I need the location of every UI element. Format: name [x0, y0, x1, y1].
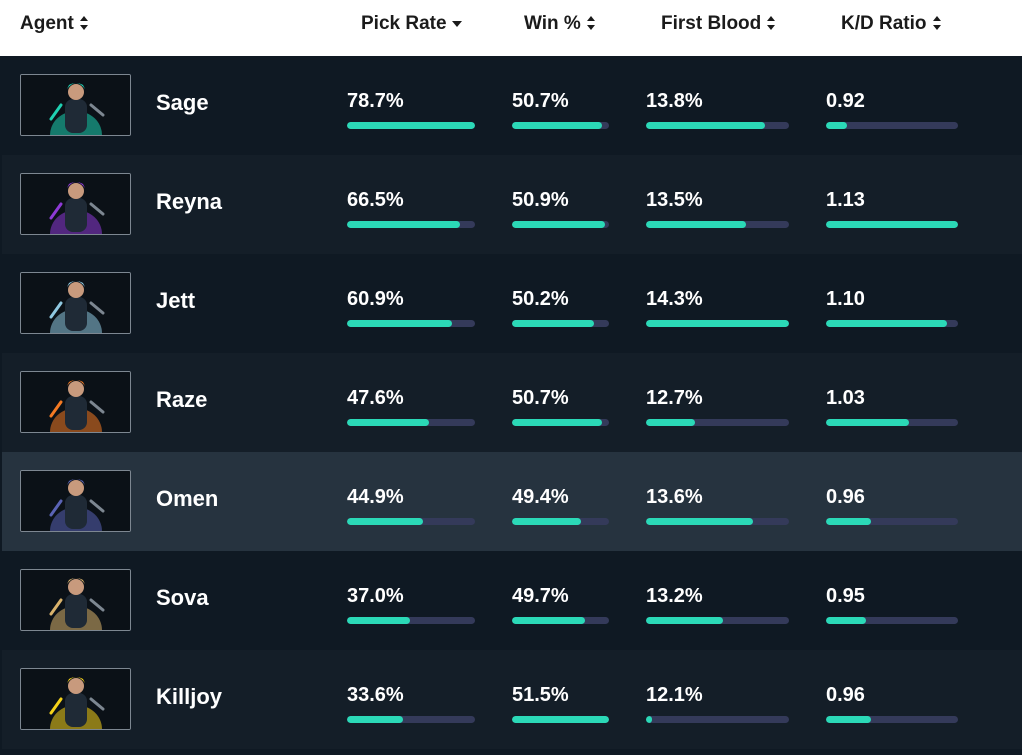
kd-ratio-bar — [826, 221, 958, 228]
column-header-pick-rate[interactable]: Pick Rate — [361, 0, 462, 48]
agent-name[interactable]: Sova — [156, 585, 209, 610]
win-rate-bar — [512, 221, 609, 228]
first-blood-value: 13.5% — [646, 189, 703, 211]
kd-ratio-bar — [826, 617, 958, 624]
win-rate-bar — [512, 320, 609, 327]
first-blood-bar — [646, 221, 789, 228]
kd-ratio-value: 0.96 — [826, 684, 865, 706]
first-blood-value: 13.2% — [646, 585, 703, 607]
win-rate-value: 49.4% — [512, 486, 569, 508]
win-rate-value: 49.7% — [512, 585, 569, 607]
kd-ratio-bar — [826, 419, 958, 426]
agent-name[interactable]: Omen — [156, 486, 219, 511]
table-row[interactable]: Reyna 66.5% 50.9% 13.5% 1.13 — [2, 155, 1022, 254]
killjoy-portrait — [20, 668, 131, 730]
first-blood-value: 13.8% — [646, 90, 703, 112]
sort-both-icon[interactable] — [932, 15, 942, 31]
sort-both-icon[interactable] — [586, 15, 596, 31]
win-rate-bar — [512, 122, 609, 129]
sage-portrait — [20, 74, 131, 136]
pick-rate-value: 44.9% — [347, 486, 404, 508]
agent-name[interactable]: Raze — [156, 387, 208, 412]
first-blood-bar — [646, 320, 789, 327]
win-rate-value: 50.7% — [512, 90, 569, 112]
table-row[interactable]: Sage 78.7% 50.7% 13.8% 0.92 — [2, 56, 1022, 155]
column-label: Pick Rate — [361, 13, 447, 34]
pick-rate-bar — [347, 221, 475, 228]
column-label: Win % — [524, 13, 581, 34]
agent-name[interactable]: Killjoy — [156, 684, 223, 709]
sova-portrait — [20, 569, 131, 631]
pick-rate-bar — [347, 419, 475, 426]
kd-ratio-value: 0.95 — [826, 585, 865, 607]
win-rate-value: 50.7% — [512, 387, 569, 409]
win-rate-value: 51.5% — [512, 684, 569, 706]
first-blood-value: 14.3% — [646, 288, 703, 310]
win-rate-bar — [512, 518, 609, 525]
first-blood-value: 12.1% — [646, 684, 703, 706]
table-row[interactable]: Raze 47.6% 50.7% 12.7% 1.03 — [2, 353, 1022, 452]
pick-rate-value: 33.6% — [347, 684, 404, 706]
column-label: K/D Ratio — [841, 13, 927, 34]
raze-portrait — [20, 371, 131, 433]
pick-rate-bar — [347, 518, 475, 525]
kd-ratio-bar — [826, 122, 958, 129]
pick-rate-value: 37.0% — [347, 585, 404, 607]
pick-rate-value: 60.9% — [347, 288, 404, 310]
pick-rate-bar — [347, 320, 475, 327]
first-blood-value: 12.7% — [646, 387, 703, 409]
table-header: Agent Pick Rate Win % First Blood K/D Ra… — [0, 0, 1022, 56]
column-header-agent[interactable]: Agent — [20, 0, 89, 48]
first-blood-bar — [646, 617, 789, 624]
agent-name[interactable]: Reyna — [156, 189, 223, 214]
table-row[interactable]: Omen 44.9% 49.4% 13.6% 0.96 — [2, 452, 1022, 551]
column-header-kd-ratio[interactable]: K/D Ratio — [841, 0, 942, 48]
kd-ratio-value: 0.92 — [826, 90, 865, 112]
pick-rate-value: 78.7% — [347, 90, 404, 112]
agent-table-body: Sage 78.7% 50.7% 13.8% 0.92 Reyna 66.5% … — [2, 56, 1022, 749]
first-blood-bar — [646, 716, 789, 723]
column-label: Agent — [20, 13, 74, 34]
sort-both-icon[interactable] — [766, 15, 776, 31]
agent-name[interactable]: Jett — [156, 288, 196, 313]
pick-rate-bar — [347, 617, 475, 624]
kd-ratio-value: 0.96 — [826, 486, 865, 508]
kd-ratio-value: 1.10 — [826, 288, 865, 310]
sort-desc-icon[interactable] — [451, 15, 462, 31]
column-label: First Blood — [661, 13, 762, 34]
table-row[interactable]: Sova 37.0% 49.7% 13.2% 0.95 — [2, 551, 1022, 650]
win-rate-value: 50.9% — [512, 189, 569, 211]
kd-ratio-bar — [826, 716, 958, 723]
column-header-first-blood[interactable]: First Blood — [661, 0, 776, 48]
jett-portrait — [20, 272, 131, 334]
win-rate-bar — [512, 419, 609, 426]
column-header-win-rate[interactable]: Win % — [524, 0, 596, 48]
win-rate-value: 50.2% — [512, 288, 569, 310]
pick-rate-value: 47.6% — [347, 387, 404, 409]
table-row[interactable]: Jett 60.9% 50.2% 14.3% 1.10 — [2, 254, 1022, 353]
kd-ratio-value: 1.13 — [826, 189, 865, 211]
pick-rate-bar — [347, 716, 475, 723]
first-blood-bar — [646, 518, 789, 525]
omen-portrait — [20, 470, 131, 532]
kd-ratio-bar — [826, 320, 958, 327]
sort-both-icon[interactable] — [79, 15, 89, 31]
win-rate-bar — [512, 617, 609, 624]
first-blood-bar — [646, 419, 789, 426]
first-blood-value: 13.6% — [646, 486, 703, 508]
agent-name[interactable]: Sage — [156, 90, 209, 115]
table-row[interactable]: Killjoy 33.6% 51.5% 12.1% 0.96 — [2, 650, 1022, 749]
kd-ratio-value: 1.03 — [826, 387, 865, 409]
reyna-portrait — [20, 173, 131, 235]
kd-ratio-bar — [826, 518, 958, 525]
pick-rate-value: 66.5% — [347, 189, 404, 211]
pick-rate-bar — [347, 122, 475, 129]
win-rate-bar — [512, 716, 609, 723]
first-blood-bar — [646, 122, 789, 129]
